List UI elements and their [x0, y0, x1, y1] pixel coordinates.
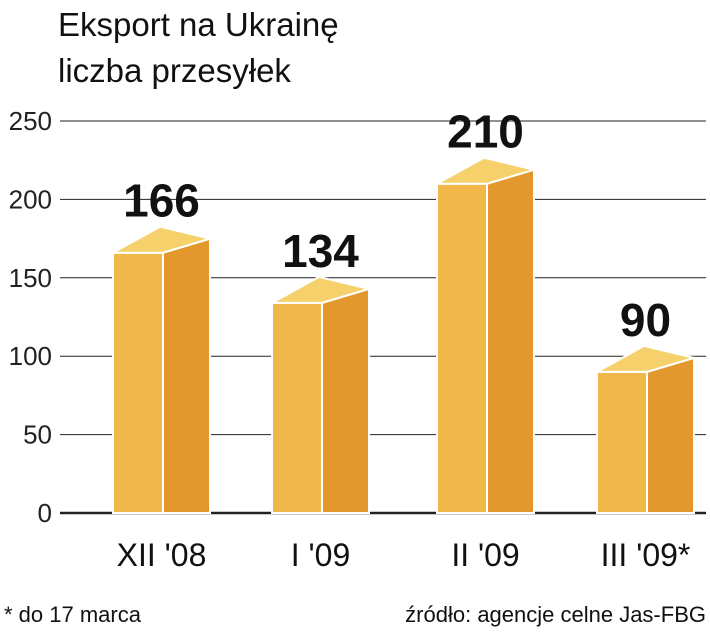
y-tick-label: 250 — [9, 106, 52, 136]
x-tick-label: XII '08 — [117, 537, 207, 573]
x-tick-label: I '09 — [291, 537, 350, 573]
bar — [596, 344, 698, 514]
bar-top — [596, 344, 698, 373]
y-axis-ticks: 0 50 100 150 200 250 — [9, 106, 52, 528]
y-tick-label: 150 — [9, 263, 52, 293]
bar-top — [271, 275, 373, 304]
bar-side — [162, 237, 211, 514]
bar-side — [646, 356, 695, 514]
bar-side — [486, 168, 535, 514]
y-tick-label: 200 — [9, 184, 52, 214]
y-tick-label: 50 — [23, 420, 52, 450]
value-labels: 166 134 210 90 — [123, 106, 671, 346]
value-label: 90 — [620, 294, 671, 346]
bar — [271, 275, 373, 514]
bar — [436, 156, 538, 514]
x-axis-ticks: XII '08 I '09 II '09 III '09* — [117, 537, 691, 573]
bar-front — [271, 301, 323, 514]
source-note: źródło: agencje celne Jas-FBG — [405, 602, 706, 627]
bar-front — [596, 370, 648, 514]
x-tick-label: III '09* — [601, 537, 691, 573]
bar-top — [436, 156, 538, 185]
bar-side — [321, 287, 370, 514]
chart-title: Eksport na Ukrainę — [58, 6, 339, 43]
x-tick-label: II '09 — [451, 537, 519, 573]
bar-top — [112, 225, 214, 254]
bar — [112, 225, 214, 514]
chart-subtitle: liczba przesyłek — [58, 52, 291, 89]
value-label: 210 — [447, 106, 524, 158]
y-tick-label: 100 — [9, 341, 52, 371]
y-tick-label: 0 — [38, 498, 52, 528]
value-label: 134 — [282, 225, 359, 277]
footnote: * do 17 marca — [4, 602, 141, 627]
bar-front — [112, 251, 164, 514]
bars — [112, 156, 698, 514]
value-label: 166 — [123, 175, 200, 227]
bar-front — [436, 182, 488, 514]
